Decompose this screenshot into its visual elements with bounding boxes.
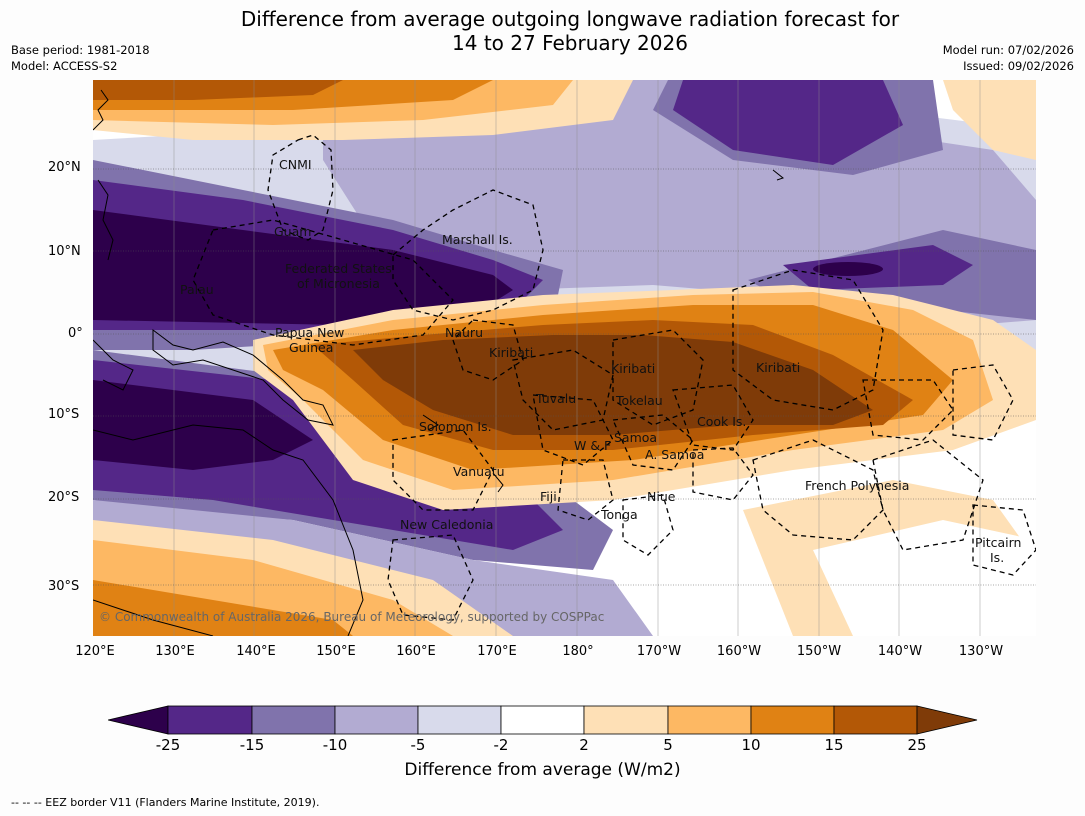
label-fsm-1: Federated States bbox=[285, 261, 392, 276]
model-run: Model run: 07/02/2026 bbox=[942, 43, 1074, 57]
anomaly-map: CNMI Guam Marshall Is. Federated States … bbox=[93, 80, 1036, 636]
colorbar-tick: 5 bbox=[663, 736, 673, 754]
lon-tick: 170°E bbox=[477, 644, 517, 659]
label-tonga: Tonga bbox=[600, 507, 638, 522]
meta-right: Model run: 07/02/2026 Issued: 09/02/2026 bbox=[943, 42, 1074, 74]
colorbar-extend-low bbox=[108, 705, 169, 735]
lon-tick: 130°W bbox=[958, 644, 1004, 659]
lat-tick: 20°S bbox=[48, 490, 80, 505]
label-fiji: Fiji bbox=[540, 489, 557, 504]
lat-tick: 20°N bbox=[48, 160, 81, 175]
colorbar-tick: 10 bbox=[741, 736, 761, 754]
eez-footnote: -- -- -- EEZ border V11 (Flanders Marine… bbox=[11, 796, 320, 809]
lon-tick: 150°W bbox=[796, 644, 842, 659]
colorbar-tick: -10 bbox=[322, 736, 348, 754]
label-niue: Niue bbox=[647, 489, 676, 504]
lon-tick: 160°E bbox=[396, 644, 436, 659]
colorbar-segment bbox=[667, 705, 752, 735]
colorbar-segment bbox=[167, 705, 253, 735]
label-cnmi: CNMI bbox=[279, 157, 312, 172]
label-fsm-2: of Micronesia bbox=[297, 276, 380, 291]
colorbar-segment bbox=[251, 705, 336, 735]
label-wf: W & F bbox=[574, 438, 611, 453]
colorbar-segment bbox=[583, 705, 669, 735]
colorbar-tick: 25 bbox=[907, 736, 927, 754]
label-nauru: Nauru bbox=[445, 325, 483, 340]
label-samoa: Samoa bbox=[614, 430, 657, 445]
label-kiribati-west: Kiribati bbox=[489, 345, 533, 360]
colorbar-segment bbox=[334, 705, 419, 735]
label-kiribati-central: Kiribati bbox=[611, 361, 655, 376]
lat-tick: 0° bbox=[68, 326, 83, 341]
colorbar-segment bbox=[500, 705, 585, 735]
colorbar-extend-high bbox=[916, 705, 978, 735]
model-name: Model: ACCESS-S2 bbox=[11, 59, 118, 73]
lon-tick: 180° bbox=[562, 644, 594, 659]
lat-tick: 30°S bbox=[48, 579, 80, 594]
colorbar-segment bbox=[833, 705, 918, 735]
lon-tick: 150°E bbox=[316, 644, 356, 659]
meta-left: Base period: 1981-2018 Model: ACCESS-S2 bbox=[11, 42, 150, 74]
colorbar-tick: -2 bbox=[493, 736, 509, 754]
lon-tick: 130°E bbox=[155, 644, 195, 659]
label-new-caledonia: New Caledonia bbox=[400, 517, 493, 532]
label-cook: Cook Is. bbox=[697, 414, 746, 429]
lon-tick: 120°E bbox=[75, 644, 115, 659]
label-guam: Guam bbox=[274, 224, 311, 239]
colorbar-label: Difference from average (W/m2) bbox=[404, 760, 681, 780]
label-tokelau: Tokelau bbox=[615, 393, 663, 408]
chart-title: Difference from average outgoing longwav… bbox=[0, 7, 1085, 55]
label-solomon: Solomon Is. bbox=[419, 419, 492, 434]
issued-date: Issued: 09/02/2026 bbox=[963, 59, 1074, 73]
colorbar-segment bbox=[417, 705, 502, 735]
label-french-polynesia: French Polynesia bbox=[805, 478, 909, 493]
colorbar-tick: 15 bbox=[824, 736, 844, 754]
label-palau: Palau bbox=[180, 282, 214, 297]
lon-tick: 140°E bbox=[236, 644, 276, 659]
label-png-1: Papua New bbox=[275, 325, 344, 340]
lat-tick: 10°S bbox=[48, 407, 80, 422]
label-marshall: Marshall Is. bbox=[442, 232, 513, 247]
lon-tick: 160°W bbox=[716, 644, 762, 659]
label-pitcairn-1: Pitcairn bbox=[975, 535, 1021, 550]
colorbar-segment bbox=[750, 705, 835, 735]
title-line-2: 14 to 27 February 2026 bbox=[452, 31, 688, 55]
lon-tick: 170°W bbox=[636, 644, 682, 659]
lat-tick: 10°N bbox=[48, 244, 81, 259]
colorbar-tick: -25 bbox=[155, 736, 181, 754]
base-period: Base period: 1981-2018 bbox=[11, 43, 150, 57]
colorbar-tick: -15 bbox=[239, 736, 265, 754]
label-asamoa: A. Samoa bbox=[645, 447, 704, 462]
lon-tick: 140°W bbox=[877, 644, 923, 659]
label-vanuatu: Vanuatu bbox=[453, 464, 505, 479]
label-tuvalu: Tuvalu bbox=[535, 391, 576, 406]
anomaly-field: CNMI Guam Marshall Is. Federated States … bbox=[93, 80, 1036, 636]
colorbar bbox=[108, 705, 978, 735]
label-pitcairn-2: Is. bbox=[990, 550, 1004, 565]
colorbar-tick: 2 bbox=[579, 736, 589, 754]
label-png-2: Guinea bbox=[289, 340, 333, 355]
colorbar-tick: -5 bbox=[410, 736, 426, 754]
copyright-notice: © Commonwealth of Australia 2026, Bureau… bbox=[99, 610, 604, 624]
label-kiribati-east: Kiribati bbox=[756, 360, 800, 375]
title-line-1: Difference from average outgoing longwav… bbox=[240, 7, 900, 31]
